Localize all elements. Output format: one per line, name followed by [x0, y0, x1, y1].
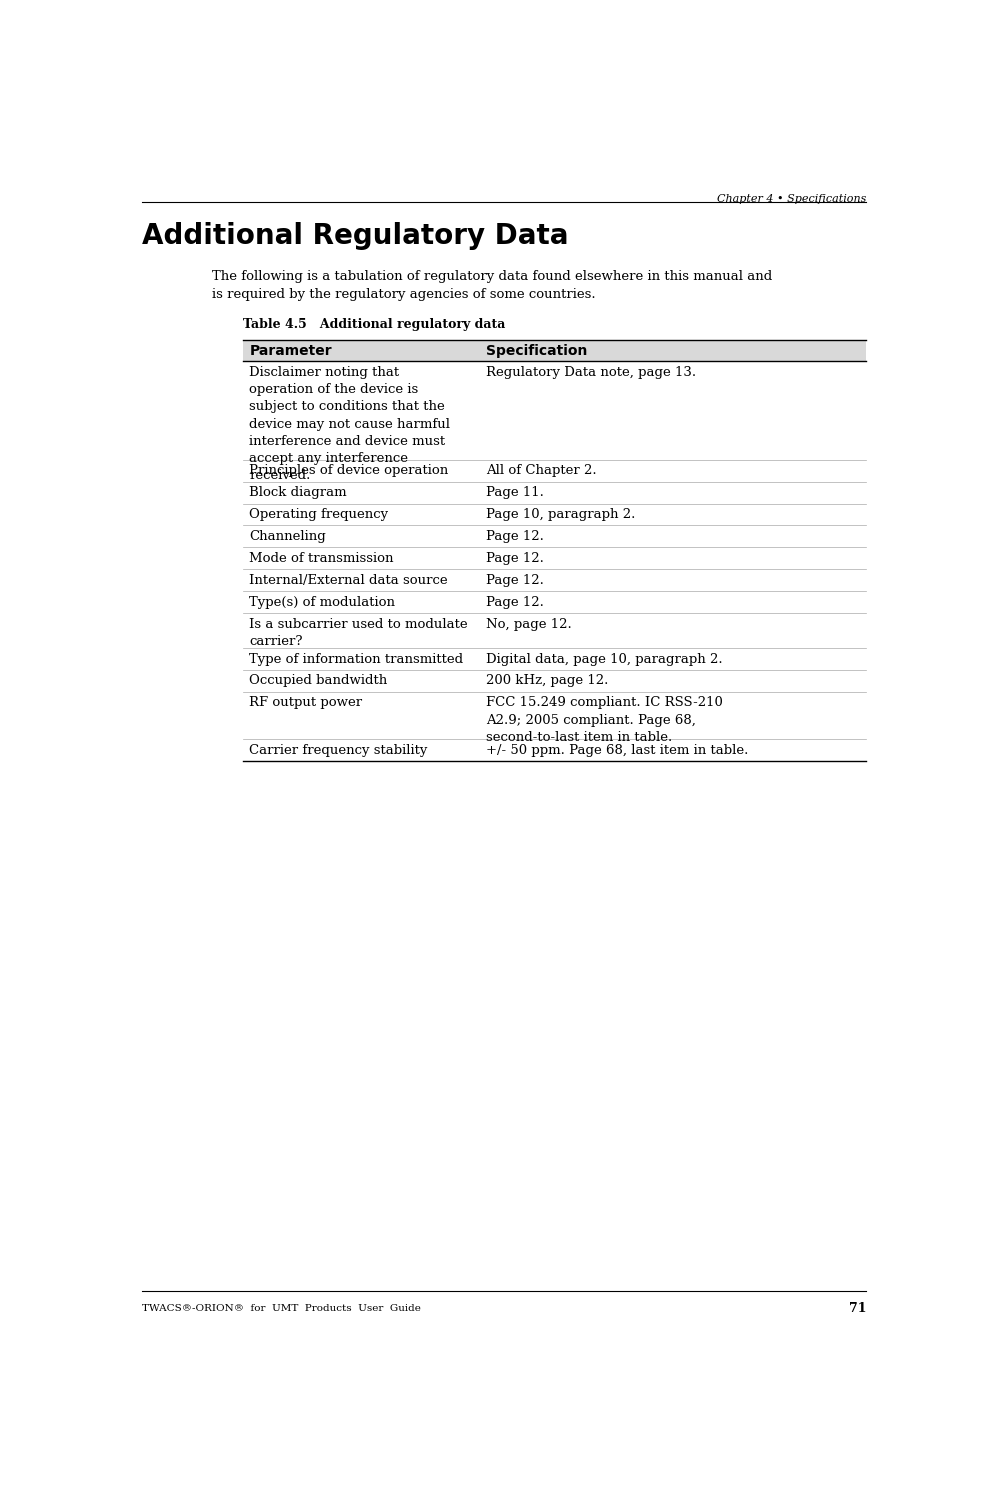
- Text: Regulatory Data note, page 13.: Regulatory Data note, page 13.: [486, 366, 696, 380]
- Text: TWACS®-ORION®  for  UMT  Products  User  Guide: TWACS®-ORION® for UMT Products User Guid…: [143, 1304, 421, 1313]
- Text: 71: 71: [849, 1303, 866, 1315]
- Text: No, page 12.: No, page 12.: [486, 618, 572, 630]
- Bar: [243, 339, 866, 362]
- Text: All of Chapter 2.: All of Chapter 2.: [486, 464, 596, 477]
- Text: Is a subcarrier used to modulate
carrier?: Is a subcarrier used to modulate carrier…: [249, 618, 468, 648]
- Text: 200 kHz, page 12.: 200 kHz, page 12.: [486, 674, 608, 687]
- Text: The following is a tabulation of regulatory data found elsewhere in this manual : The following is a tabulation of regulat…: [213, 270, 772, 302]
- Text: Page 12.: Page 12.: [486, 573, 543, 587]
- Text: Additional Regulatory Data: Additional Regulatory Data: [143, 222, 569, 251]
- Text: Channeling: Channeling: [249, 530, 326, 543]
- Text: Internal/External data source: Internal/External data source: [249, 573, 448, 587]
- Text: Page 12.: Page 12.: [486, 596, 543, 609]
- Text: Mode of transmission: Mode of transmission: [249, 552, 394, 564]
- Text: RF output power: RF output power: [249, 696, 362, 710]
- Text: Parameter: Parameter: [249, 344, 332, 359]
- Text: FCC 15.249 compliant. IC RSS-210
A2.9; 2005 compliant. Page 68,
second-to-last i: FCC 15.249 compliant. IC RSS-210 A2.9; 2…: [486, 696, 722, 744]
- Text: Carrier frequency stability: Carrier frequency stability: [249, 744, 428, 757]
- Text: Specification: Specification: [486, 344, 587, 359]
- Text: Page 10, paragraph 2.: Page 10, paragraph 2.: [486, 509, 635, 521]
- Text: +/- 50 ppm. Page 68, last item in table.: +/- 50 ppm. Page 68, last item in table.: [486, 744, 748, 757]
- Text: Page 12.: Page 12.: [486, 552, 543, 564]
- Text: Digital data, page 10, paragraph 2.: Digital data, page 10, paragraph 2.: [486, 653, 722, 665]
- Text: Type(s) of modulation: Type(s) of modulation: [249, 596, 396, 609]
- Text: Type of information transmitted: Type of information transmitted: [249, 653, 463, 665]
- Text: Table 4.5   Additional regulatory data: Table 4.5 Additional regulatory data: [243, 318, 506, 330]
- Text: Block diagram: Block diagram: [249, 486, 347, 500]
- Text: Page 12.: Page 12.: [486, 530, 543, 543]
- Text: Page 11.: Page 11.: [486, 486, 543, 500]
- Text: Principles of device operation: Principles of device operation: [249, 464, 449, 477]
- Text: Disclaimer noting that
operation of the device is
subject to conditions that the: Disclaimer noting that operation of the …: [249, 366, 451, 482]
- Text: Occupied bandwidth: Occupied bandwidth: [249, 674, 388, 687]
- Text: Operating frequency: Operating frequency: [249, 509, 389, 521]
- Text: Chapter 4 • Specifications: Chapter 4 • Specifications: [717, 194, 866, 204]
